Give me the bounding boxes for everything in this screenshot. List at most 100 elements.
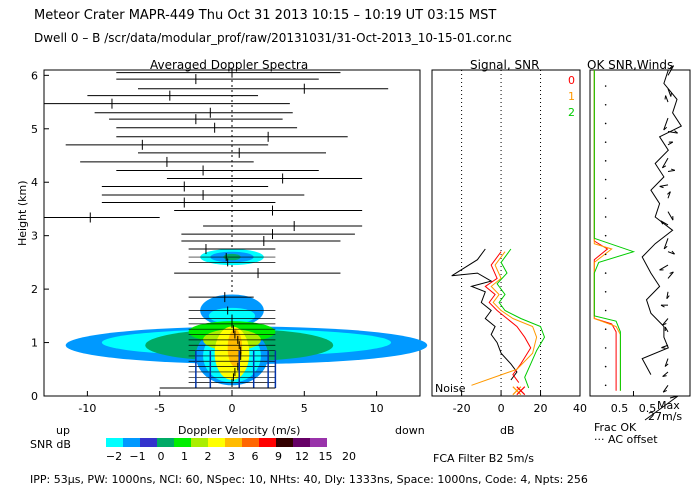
scale-swatch-11	[293, 438, 310, 447]
wind-arrow-10	[667, 211, 674, 221]
wind-arrow-head-20	[661, 347, 666, 349]
wind-arrow-13	[667, 251, 675, 255]
ac-offset-dot	[604, 384, 607, 387]
db-label: dB	[500, 424, 515, 437]
wind-arrow-head-17	[660, 304, 665, 308]
scale-swatch-9	[259, 438, 276, 447]
scale-swatch-1	[123, 438, 140, 447]
winds-series-frac_ok	[641, 69, 683, 375]
snr-series-signal	[451, 248, 518, 381]
snr-series-snr_ok0	[484, 251, 532, 383]
winds-frame	[589, 69, 691, 397]
x-tick-label-1: -5	[154, 402, 165, 415]
snr-x-tick-label-3: 40	[573, 402, 587, 415]
wind-arrow-head-9	[667, 191, 671, 195]
wind-arrow-4	[667, 130, 678, 134]
y-tick-label-0: 0	[31, 390, 38, 403]
wind-arrow-head-12	[663, 245, 668, 250]
filter-label: FCA Filter B2 5m/s	[433, 452, 534, 465]
params-line: IPP: 53µs, PW: 1000ns, NCI: 60, NSpec: 1…	[30, 473, 588, 486]
snr-frame	[431, 69, 581, 397]
snr-x-tick-label-0: -20	[453, 402, 471, 415]
wind-arrow-head-3	[663, 126, 668, 131]
scale-swatch-5	[191, 438, 208, 447]
ac-offset-dot	[604, 272, 607, 274]
scale-swatch-10	[276, 438, 293, 447]
scale-tick-label-2: 0	[158, 450, 165, 463]
x-tick-label-2: 0	[229, 402, 236, 415]
wind-max-label: Max	[657, 399, 680, 412]
snr-series-snr_ok1	[471, 251, 538, 386]
snr-panel: -20 0 20 40	[431, 69, 587, 415]
ac-offset-dot	[604, 365, 607, 368]
ac-offset-dot	[604, 309, 607, 312]
scale-swatch-8	[242, 438, 259, 447]
winds-x-tick-label-1: 0.5	[639, 402, 657, 415]
wind-arrow-head-2	[664, 95, 667, 100]
scale-tick-label-5: 3	[228, 450, 235, 463]
wind-arrow-15	[667, 271, 674, 279]
ac-offset-dot	[604, 328, 607, 330]
ac-offset-dot	[604, 160, 607, 162]
scale-swatch-2	[140, 438, 157, 447]
noise-marker-b-1	[516, 386, 526, 396]
y-tick-label-6: 6	[31, 69, 38, 82]
wind-arrow-22	[662, 371, 669, 377]
wind-arrow-21	[664, 358, 669, 367]
wind-arrow-head-18	[662, 323, 667, 326]
wind-arrow-14	[659, 264, 669, 271]
down-label: down	[395, 424, 425, 437]
ac-offset-dot	[604, 347, 607, 349]
noise-marker-b-0	[512, 386, 522, 396]
wind-arrow-16	[666, 291, 669, 299]
scale-tick-label-4: 2	[205, 450, 212, 463]
scale-tick-label-9: 15	[319, 450, 333, 463]
y-tick-label-1: 1	[31, 337, 38, 350]
wind-arrow-head-6	[662, 165, 667, 169]
scale-tick-label-8: 12	[295, 450, 309, 463]
wind-arrow-head-8	[659, 185, 664, 189]
x-tick-label-4: 10	[370, 402, 384, 415]
snr-x-tick-label-1: 0	[498, 402, 505, 415]
ok-label-1: 1	[568, 90, 575, 103]
x-axis-label: Doppler Velocity (m/s)	[178, 424, 301, 437]
wind-arrow-head-21	[664, 363, 669, 367]
header-dwell: Dwell 0 – B /scr/data/modular_prof/raw/2…	[34, 31, 512, 45]
ac-offset-dot	[604, 253, 607, 256]
ac-offset-dot	[604, 141, 607, 143]
wind-arrow-7	[667, 169, 675, 173]
snr-x-tick-label-2: 20	[534, 402, 548, 415]
wind-arrow-11	[660, 220, 669, 226]
ac-offset-dot	[604, 122, 607, 125]
wind-arrow-23	[662, 385, 669, 393]
wind-arrow-0	[667, 65, 675, 76]
y-tick-label-4: 4	[31, 176, 38, 189]
max-wind-arrowhead	[669, 395, 679, 399]
wind-arrow-6	[661, 157, 669, 169]
wind-arrow-head-11	[660, 220, 664, 225]
ac-offset-dot	[604, 103, 607, 106]
wind-arrow-head-22	[662, 375, 667, 377]
snr-db-label: SNR dB	[30, 438, 71, 451]
wind-arrow-head-1	[670, 92, 672, 97]
x-tick-label-3: 5	[301, 402, 308, 415]
winds-title: OK SNR,Winds	[587, 58, 674, 72]
snr-series-snr_ok2	[496, 248, 546, 389]
ok-label-0: 0	[568, 74, 575, 87]
scale-swatch-3	[157, 438, 174, 447]
ac-offset-dot	[604, 197, 607, 200]
wind-arrow-1	[667, 88, 672, 97]
x-tick-label-0: -10	[78, 402, 96, 415]
header-title: Meteor Crater MAPR-449 Thu Oct 31 2013 1…	[34, 8, 497, 23]
y-tick-label-3: 3	[31, 230, 38, 243]
wind-arrow-head-4	[674, 130, 678, 134]
max-wind-arrow	[644, 395, 679, 421]
wind-arrow-head-15	[669, 271, 674, 274]
y-tick-label-2: 2	[31, 283, 38, 296]
scale-swatch-6	[208, 438, 225, 447]
wind-arrow-2	[665, 95, 669, 103]
scale-tick-label-7: 9	[275, 450, 282, 463]
winds-series-ok0	[593, 70, 617, 391]
wind-arrow-8	[659, 184, 669, 187]
